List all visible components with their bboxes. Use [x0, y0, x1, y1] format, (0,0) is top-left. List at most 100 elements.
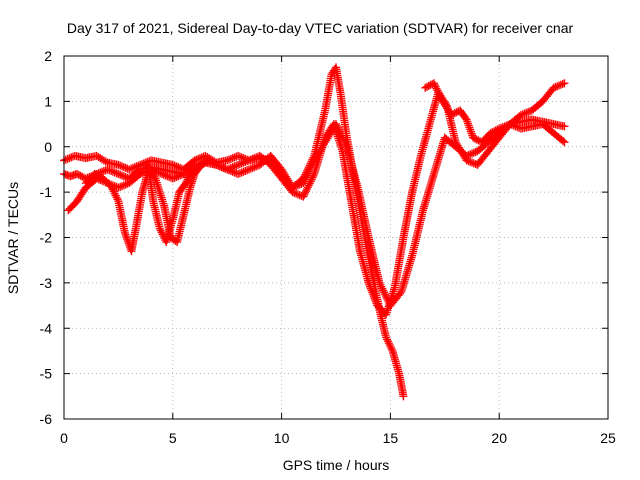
data-point — [128, 163, 137, 172]
data-point — [369, 292, 378, 301]
data-point — [339, 135, 348, 144]
data-point — [300, 190, 309, 199]
data-point — [219, 163, 228, 172]
data-point — [105, 166, 114, 175]
data-point — [295, 180, 304, 189]
data-point — [303, 169, 312, 178]
data-point — [168, 160, 177, 169]
data-point — [429, 79, 438, 88]
data-point — [299, 179, 308, 188]
y-tick-label: 1 — [44, 93, 52, 109]
data-point — [292, 182, 301, 191]
data-point — [378, 284, 387, 293]
data-point — [172, 173, 181, 181]
data-point — [386, 343, 395, 352]
data-point — [335, 127, 344, 136]
data-point — [155, 224, 164, 233]
data-point — [464, 151, 473, 160]
data-point — [118, 162, 127, 171]
data-point — [65, 154, 74, 163]
data-point — [447, 110, 456, 119]
y-tick-label: -6 — [40, 411, 53, 427]
data-point — [551, 83, 560, 92]
data-point — [449, 110, 458, 119]
data-point — [520, 109, 529, 118]
y-tick-label: -1 — [40, 184, 53, 200]
series-track-5 — [142, 156, 212, 247]
data-point — [228, 154, 237, 163]
data-point — [470, 134, 479, 143]
data-point — [112, 169, 121, 178]
data-point — [371, 295, 380, 304]
data-point — [468, 158, 476, 167]
data-point — [214, 161, 223, 170]
data-point — [560, 138, 569, 147]
data-point — [246, 155, 255, 164]
data-point — [424, 81, 433, 90]
data-point — [114, 160, 123, 169]
data-point — [215, 162, 224, 171]
data-point — [431, 82, 440, 91]
data-point — [491, 126, 500, 135]
data-point — [201, 157, 210, 166]
data-point — [300, 177, 309, 186]
data-point — [486, 129, 495, 138]
data-point — [78, 172, 87, 181]
data-point — [302, 171, 311, 180]
data-point — [108, 167, 117, 176]
data-point — [380, 290, 389, 299]
data-point — [509, 121, 518, 130]
data-point — [301, 188, 310, 197]
data-point — [165, 173, 174, 181]
series-track-3 — [64, 115, 569, 310]
data-point — [118, 171, 127, 180]
data-point — [371, 297, 380, 306]
data-point — [489, 127, 498, 136]
data-point — [157, 228, 166, 237]
data-point — [234, 160, 243, 169]
data-point — [99, 166, 108, 175]
data-point — [364, 278, 373, 287]
x-tick-label: 5 — [169, 430, 177, 446]
data-point — [109, 187, 118, 196]
data-point — [112, 193, 121, 202]
data-point — [495, 124, 504, 133]
data-point — [553, 82, 562, 91]
data-point — [119, 181, 128, 190]
data-point — [74, 170, 83, 179]
data-point — [379, 286, 388, 295]
data-point — [306, 163, 315, 172]
data-points — [60, 63, 569, 401]
data-point — [156, 226, 165, 235]
data-point — [434, 88, 443, 97]
x-axis-label: GPS time / hours — [283, 457, 390, 473]
data-point — [290, 182, 299, 191]
data-point — [304, 181, 313, 190]
data-point — [161, 171, 170, 180]
data-point — [252, 162, 261, 171]
data-point — [507, 120, 516, 129]
data-point — [513, 123, 522, 132]
data-point — [170, 173, 179, 182]
data-point — [150, 172, 159, 181]
data-point — [154, 168, 163, 177]
data-point — [333, 123, 342, 132]
data-point — [383, 337, 392, 346]
chart-title: Day 317 of 2021, Sidereal Day-to-day VTE… — [67, 20, 574, 36]
data-point — [387, 344, 396, 353]
data-point — [437, 95, 446, 104]
data-point — [382, 294, 391, 302]
data-point — [376, 280, 385, 289]
data-point — [239, 167, 248, 176]
data-point — [116, 182, 125, 191]
data-point — [176, 171, 185, 180]
data-point — [500, 122, 509, 131]
data-point — [293, 181, 302, 190]
data-point — [228, 167, 237, 176]
data-point — [73, 169, 82, 178]
data-point — [368, 288, 377, 297]
y-tick-label: 2 — [44, 48, 52, 64]
data-point — [560, 79, 569, 88]
data-point — [341, 140, 350, 149]
